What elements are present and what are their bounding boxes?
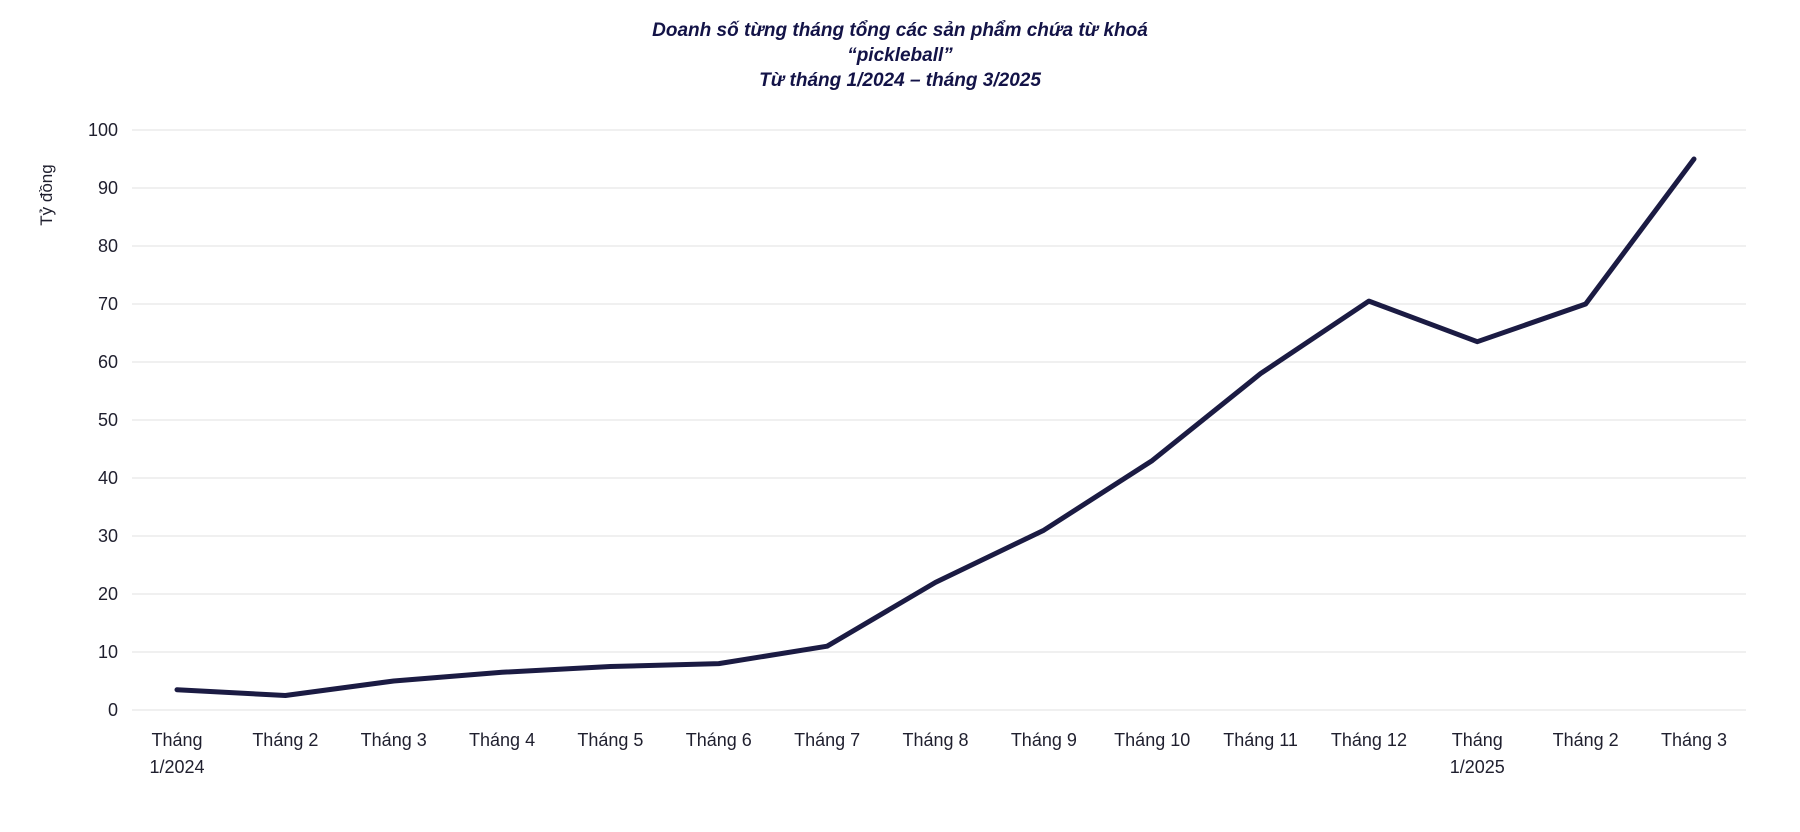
x-tick-label-line: 1/2024: [149, 757, 204, 777]
y-tick-label-0: 0: [108, 700, 118, 720]
x-tick-label-line: Tháng 7: [794, 730, 860, 750]
x-tick-label-line: Tháng 3: [1661, 730, 1727, 750]
x-tick-label-3: Tháng 4: [469, 730, 535, 750]
x-tick-label-5: Tháng 6: [686, 730, 752, 750]
x-tick-label-6: Tháng 7: [794, 730, 860, 750]
x-tick-label-line: Tháng 10: [1114, 730, 1190, 750]
x-tick-label-line: Tháng 12: [1331, 730, 1407, 750]
x-tick-label-13: Tháng 2: [1553, 730, 1619, 750]
x-tick-label-0: Tháng 1/2024: [149, 730, 204, 777]
x-tick-label-line: Tháng 9: [1011, 730, 1077, 750]
y-tick-label-20: 20: [98, 584, 118, 604]
chart-title: Doanh số từng tháng tổng các sản phẩm ch…: [0, 18, 1800, 93]
sales-line-series: [174, 156, 1697, 698]
x-tick-label-line: Tháng: [151, 730, 202, 750]
chart-title-line-3: Từ tháng 1/2024 – tháng 3/2025: [759, 70, 1041, 91]
x-tick-label-line: Tháng 2: [1553, 730, 1619, 750]
x-tick-label-line: Tháng: [1452, 730, 1503, 750]
x-tick-label-1: Tháng 2: [252, 730, 318, 750]
x-tick-label-4: Tháng 5: [577, 730, 643, 750]
y-tick-label-50: 50: [98, 410, 118, 430]
x-tick-label-line: Tháng 11: [1223, 730, 1298, 750]
y-tick-label-30: 30: [98, 526, 118, 546]
chart-title-line-1: Doanh số từng tháng tổng các sản phẩm ch…: [652, 20, 1148, 41]
chart-title-line-2: “pickleball”: [847, 45, 953, 66]
y-tick-label-60: 60: [98, 352, 118, 372]
y-tick-label-80: 80: [98, 236, 118, 256]
x-tick-label-line: Tháng 4: [469, 730, 535, 750]
x-tick-label-7: Tháng 8: [902, 730, 968, 750]
x-tick-label-2: Tháng 3: [361, 730, 427, 750]
x-tick-label-12: Tháng 1/2025: [1450, 730, 1505, 777]
y-axis-title: Tỷ đồng: [37, 164, 56, 225]
x-tick-label-line: Tháng 8: [902, 730, 968, 750]
x-tick-label-line: Tháng 2: [252, 730, 318, 750]
x-tick-label-line: Tháng 5: [577, 730, 643, 750]
x-tick-label-line: Tháng 6: [686, 730, 752, 750]
x-tick-label-9: Tháng 10: [1114, 730, 1190, 750]
x-tick-label-11: Tháng 12: [1331, 730, 1407, 750]
y-tick-label-90: 90: [98, 178, 118, 198]
x-tick-label-line: Tháng 3: [361, 730, 427, 750]
y-tick-label-70: 70: [98, 294, 118, 314]
y-tick-label-10: 10: [98, 642, 118, 662]
x-tick-label-10: Tháng 11: [1223, 730, 1298, 750]
y-tick-label-40: 40: [98, 468, 118, 488]
x-tick-label-8: Tháng 9: [1011, 730, 1077, 750]
y-tick-label-100: 100: [88, 120, 118, 140]
x-tick-label-line: 1/2025: [1450, 757, 1505, 777]
x-tick-label-14: Tháng 3: [1661, 730, 1727, 750]
